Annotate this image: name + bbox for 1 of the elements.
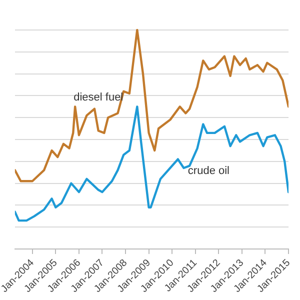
series-label: crude oil: [188, 164, 230, 177]
